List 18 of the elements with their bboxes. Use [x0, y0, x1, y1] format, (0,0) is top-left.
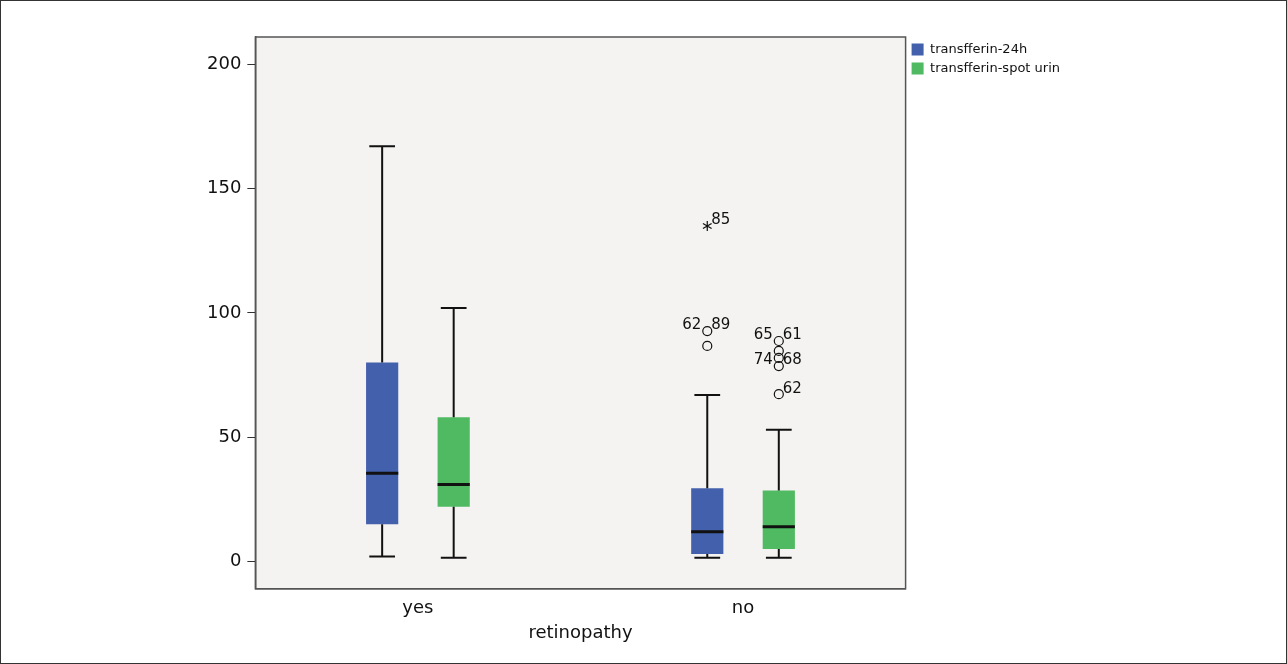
annotation: 85 [711, 210, 731, 229]
legend-label: transfferin-spot urin [930, 59, 1060, 75]
annotation: 62 [682, 315, 702, 334]
annotation: 61 [782, 325, 802, 344]
legend-label: transfferin-24h [930, 40, 1028, 56]
x-axis-title: retinopathy [528, 620, 633, 642]
annotation: 68 [782, 350, 802, 369]
y-tick-label: 150 [207, 176, 242, 198]
x-tick-label: no [731, 596, 755, 618]
annotation: 62 [782, 378, 802, 397]
x-tick-label: yes [402, 596, 434, 618]
annotation: 89 [711, 315, 731, 334]
y-tick-label: 200 [207, 52, 242, 74]
annotation: 74 [753, 350, 773, 369]
y-tick-label: 0 [229, 549, 242, 571]
y-tick-label: 50 [218, 424, 242, 446]
annotation: 65 [753, 325, 773, 344]
y-tick-label: 100 [207, 300, 242, 322]
